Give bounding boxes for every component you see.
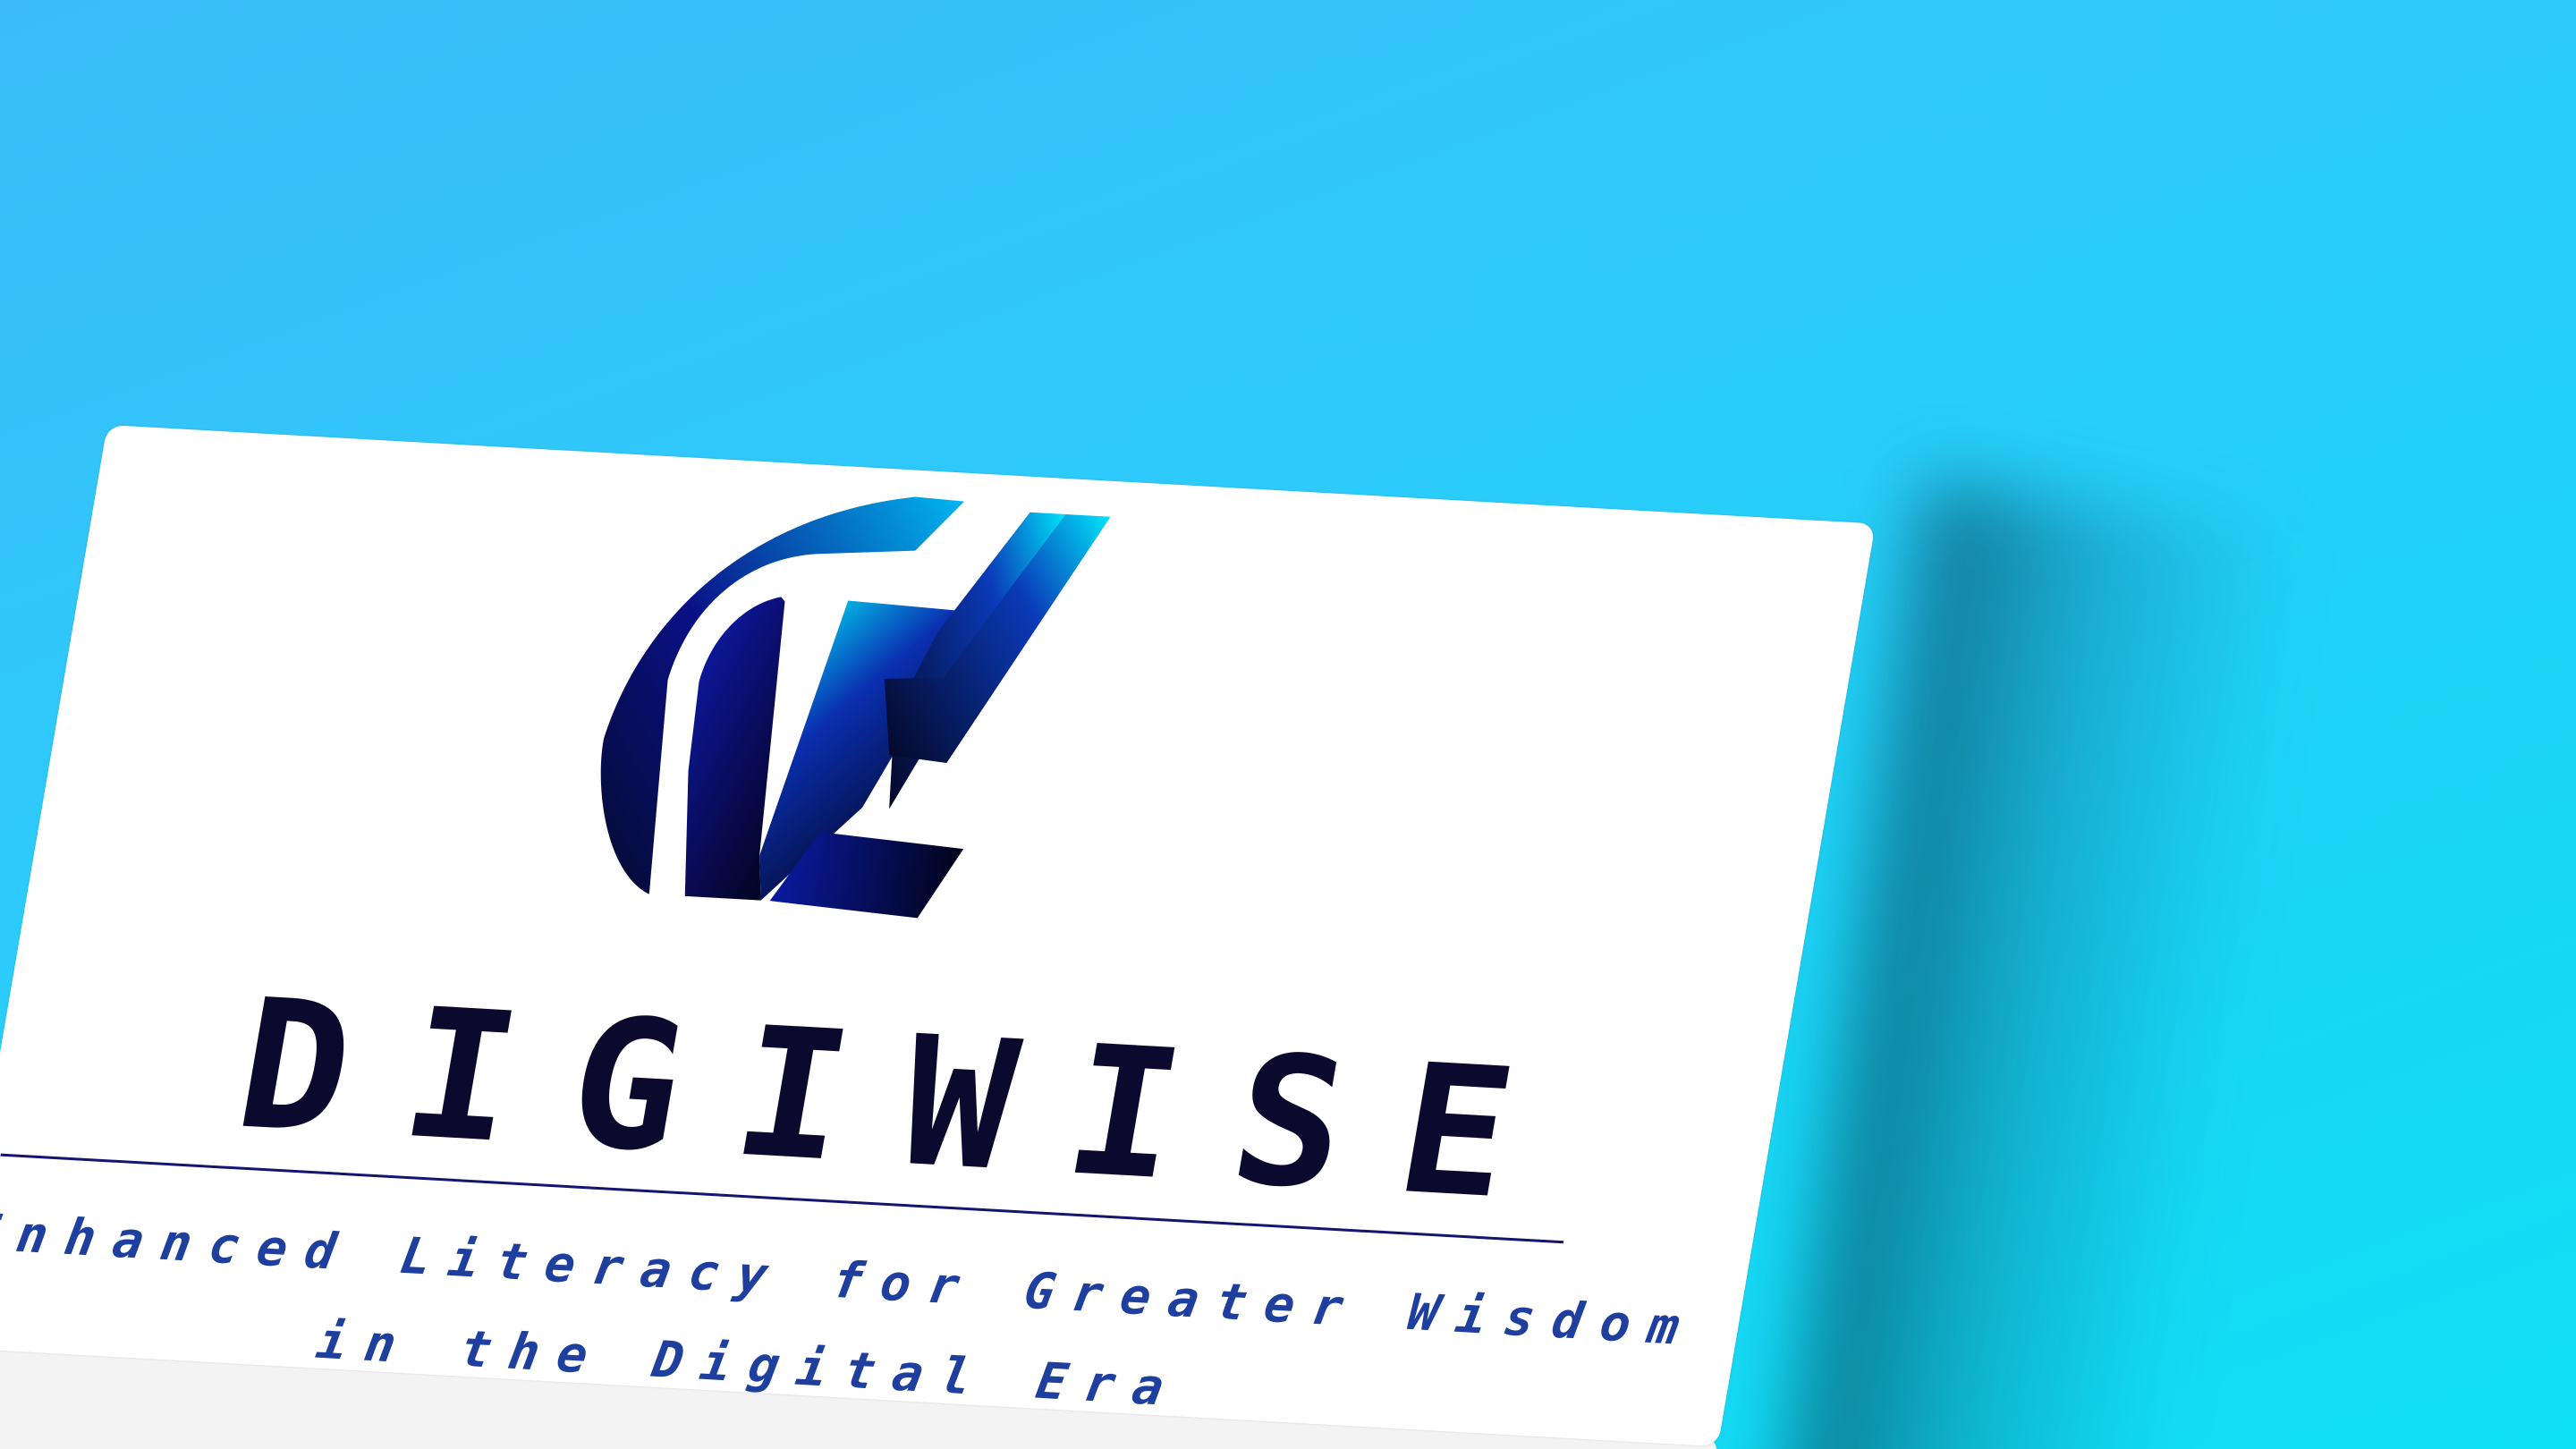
wordmark-letter: S bbox=[1218, 1016, 1362, 1229]
business-card: D I G I W I S E Enhanced Literacy for Gr… bbox=[0, 425, 1876, 1447]
card-stack: D I G I W I S E Enhanced Literacy for Gr… bbox=[0, 425, 1876, 1449]
wordmark-letter: D bbox=[224, 960, 368, 1174]
dw-monogram-icon bbox=[600, 496, 1111, 919]
wordmark-letter: I bbox=[721, 987, 865, 1201]
wordmark-letter: I bbox=[1053, 1006, 1196, 1220]
wordmark-letter: E bbox=[1384, 1025, 1528, 1239]
wordmark-letter: W bbox=[886, 997, 1030, 1211]
wordmark-letter: G bbox=[555, 979, 699, 1192]
wordmark-letter: I bbox=[389, 970, 533, 1183]
